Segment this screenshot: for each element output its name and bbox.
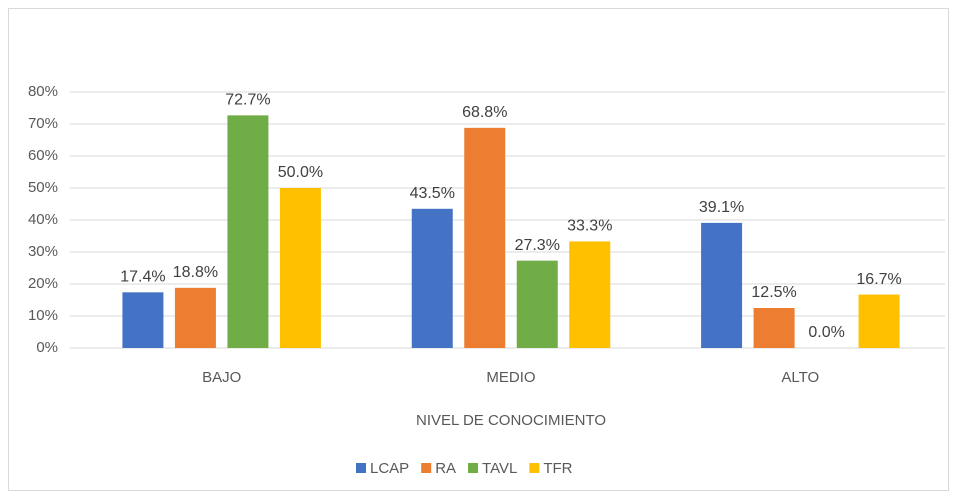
legend-swatch (468, 463, 479, 473)
bar (753, 308, 795, 348)
x-tick-label: ALTO (781, 369, 819, 386)
y-tick-label: 10% (28, 307, 58, 324)
value-label: 39.1% (699, 199, 744, 216)
y-tick-label: 30% (28, 243, 58, 260)
value-label: 50.0% (278, 164, 323, 181)
y-tick-label: 60% (28, 147, 58, 164)
bar (701, 222, 743, 348)
value-label: 33.3% (567, 218, 612, 235)
bar (858, 294, 900, 348)
bar (411, 208, 453, 348)
value-label: 68.8% (462, 104, 507, 121)
value-label: 43.5% (410, 185, 455, 202)
y-tick-label: 20% (28, 275, 58, 292)
value-label: 12.5% (751, 284, 796, 301)
bar (569, 241, 611, 348)
bar (464, 127, 506, 348)
bar (227, 115, 269, 348)
legend-swatch (421, 463, 432, 473)
x-tick-label: BAJO (202, 369, 241, 386)
value-label: 18.8% (173, 264, 218, 281)
x-axis-title: NIVEL DE CONOCIMIENTO (416, 412, 606, 429)
bar (279, 188, 321, 348)
legend-label: TAVL (482, 460, 517, 477)
bar (174, 287, 216, 348)
value-label: 0.0% (808, 324, 844, 341)
value-label: 17.4% (120, 269, 165, 286)
y-tick-label: 0% (36, 339, 58, 356)
value-label: 16.7% (856, 271, 901, 288)
legend-swatch (356, 463, 366, 473)
legend-label: LCAP (370, 460, 409, 477)
legend-label: RA (435, 460, 456, 477)
y-tick-label: 80% (28, 83, 58, 100)
bar (122, 292, 164, 348)
y-tick-label: 50% (28, 179, 58, 196)
value-label: 27.3% (515, 237, 560, 254)
legend-swatch (529, 463, 540, 473)
legend-label: TFR (543, 460, 572, 477)
x-tick-label: MEDIO (486, 369, 535, 386)
bar (516, 260, 558, 348)
y-tick-label: 40% (28, 211, 58, 228)
y-tick-label: 70% (28, 115, 58, 132)
value-label: 72.7% (225, 92, 270, 109)
